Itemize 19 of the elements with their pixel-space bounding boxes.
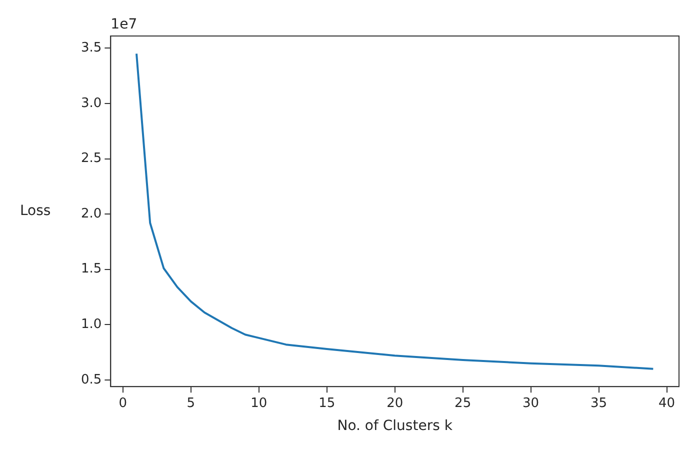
x-tick-label: 20 [386,396,404,411]
x-axis-title: No. of Clusters k [337,418,454,434]
x-tick-label: 0 [118,396,128,411]
y-tick-label: 3.5 [80,40,102,56]
x-tick-label: 15 [318,396,336,411]
y-tick-label: 2.5 [80,151,102,166]
x-tick-label: 10 [250,396,268,411]
text: 1e7 [110,16,138,33]
y-tick-label: 2.0 [80,206,102,222]
x-tick-label: 25 [454,396,472,411]
x-tick-label: 5 [186,396,196,411]
x-tick-label: 30 [522,396,540,411]
x-tick-label: 35 [590,396,608,411]
y-tick-label: 3.0 [80,96,102,111]
y-tick-label: 1.0 [80,317,102,332]
x-tick-label: 40 [658,396,676,411]
y-tick-label: 0.5 [80,372,102,388]
y-tick-label: 1.5 [80,262,102,277]
y-axis-title: Loss [20,202,51,219]
